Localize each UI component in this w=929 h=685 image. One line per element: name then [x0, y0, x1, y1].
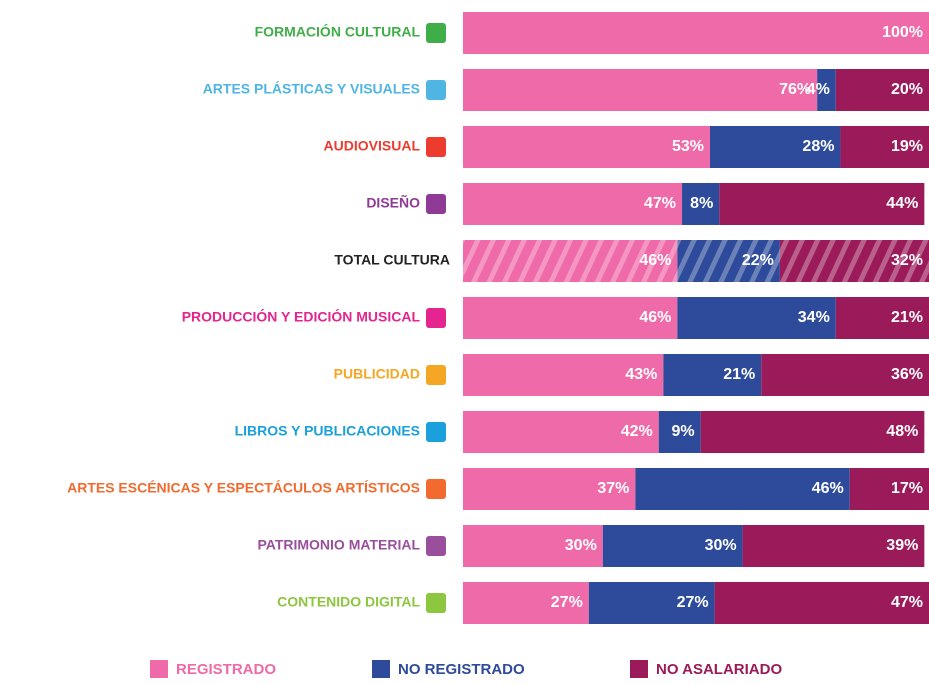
category-label: DISEÑO — [366, 194, 420, 211]
value-label: 8% — [690, 195, 713, 212]
category-label: CONTENIDO DIGITAL — [277, 594, 420, 610]
category-icon — [426, 23, 446, 43]
value-label: 21% — [891, 309, 923, 326]
bar-segment — [463, 297, 678, 339]
legend-label: NO REGISTRADO — [398, 661, 525, 678]
value-label: 46% — [639, 309, 671, 326]
bar-segment — [602, 525, 743, 567]
category-icon — [426, 137, 446, 157]
value-label: 44% — [886, 195, 918, 212]
value-label: 46% — [812, 480, 844, 497]
value-label: 37% — [597, 480, 629, 497]
bar-segment — [463, 354, 664, 396]
category-icon — [426, 308, 446, 328]
category-icon — [426, 593, 446, 613]
value-label: 34% — [798, 309, 830, 326]
legend-swatch — [150, 660, 168, 678]
category-label: PATRIMONIO MATERIAL — [257, 537, 420, 553]
bar-segment — [761, 354, 929, 396]
bar-segment — [719, 183, 925, 225]
bar-segment — [463, 582, 589, 624]
value-label: 4% — [807, 81, 830, 98]
value-label: 48% — [886, 423, 918, 440]
value-label: 42% — [621, 423, 653, 440]
bar-segment — [840, 126, 929, 168]
value-label: 27% — [677, 594, 709, 611]
category-label: TOTAL CULTURA — [334, 252, 450, 268]
legend-swatch — [630, 660, 648, 678]
legend-label: NO ASALARIADO — [656, 661, 782, 678]
value-label: 30% — [705, 537, 737, 554]
value-label: 22% — [742, 252, 774, 269]
value-label: 21% — [723, 366, 755, 383]
category-icon — [426, 194, 446, 214]
value-label: 36% — [891, 366, 923, 383]
value-label: 30% — [565, 537, 597, 554]
value-label: 53% — [672, 138, 704, 155]
category-label: PUBLICIDAD — [334, 366, 420, 382]
category-label: LIBROS Y PUBLICACIONES — [235, 423, 420, 439]
bar-segment — [463, 411, 659, 453]
bar-segment — [742, 525, 925, 567]
value-label: 20% — [891, 81, 923, 98]
bar-segment — [635, 468, 850, 510]
bar-segment — [714, 582, 929, 624]
bar-segment — [677, 240, 780, 282]
bar-segment — [463, 69, 818, 111]
category-label: AUDIOVISUAL — [324, 138, 421, 154]
bar-segment — [835, 297, 929, 339]
bar-segment — [658, 411, 701, 453]
legend-swatch — [372, 660, 390, 678]
category-label: ARTES ESCÉNICAS Y ESPECTÁCULOS ARTÍSTICO… — [67, 480, 420, 496]
bar-segment — [709, 126, 841, 168]
value-label: 47% — [891, 594, 923, 611]
bar-segment — [588, 582, 715, 624]
bar-segment — [835, 69, 929, 111]
value-label: 28% — [802, 138, 834, 155]
bar-segment — [849, 468, 929, 510]
value-label: 32% — [891, 252, 923, 269]
value-label: 9% — [672, 423, 695, 440]
category-label: FORMACIÓN CULTURAL — [255, 23, 421, 40]
value-label: 19% — [891, 138, 923, 155]
bar-segment — [817, 69, 836, 111]
category-icon — [426, 536, 446, 556]
bar-segment — [779, 240, 929, 282]
value-label: 46% — [639, 252, 671, 269]
bar-segment — [463, 525, 603, 567]
legend-label: REGISTRADO — [176, 661, 276, 678]
category-label: ARTES PLÁSTICAS Y VISUALES — [203, 81, 420, 97]
category-icon — [426, 80, 446, 100]
bar-segment — [463, 240, 678, 282]
category-icon — [426, 479, 446, 499]
bar-segment — [700, 411, 925, 453]
value-label: 39% — [886, 537, 918, 554]
bar-segment — [682, 183, 720, 225]
bar-segment — [463, 126, 710, 168]
value-label: 27% — [551, 594, 583, 611]
value-label: 100% — [882, 24, 923, 41]
category-icon — [426, 422, 446, 442]
value-label: 76% — [779, 81, 811, 98]
bar-segment — [663, 354, 762, 396]
bar-segment — [463, 468, 636, 510]
bar-segment — [677, 297, 836, 339]
value-label: 17% — [891, 480, 923, 497]
value-label: 43% — [625, 366, 657, 383]
value-label: 47% — [644, 195, 676, 212]
category-label: PRODUCCIÓN Y EDICIÓN MUSICAL — [182, 308, 421, 325]
bar-segment — [463, 12, 929, 54]
category-icon — [426, 365, 446, 385]
bar-segment — [463, 183, 683, 225]
